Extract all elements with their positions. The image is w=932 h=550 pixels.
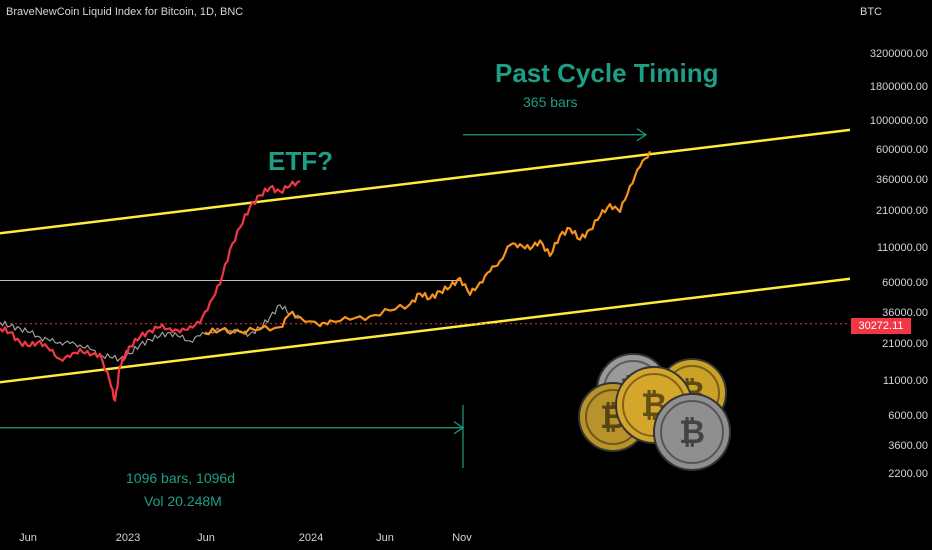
time-tick: Jun xyxy=(197,532,215,544)
time-tick: Jun xyxy=(376,532,394,544)
price-tick: 360000.00 xyxy=(876,173,928,186)
price-tick: 21000.00 xyxy=(882,337,928,350)
price-tick: 600000.00 xyxy=(876,144,928,157)
channel-upper-line xyxy=(0,128,851,235)
bitcoin-coins-image: ₿₿₿₿₿ xyxy=(578,353,731,471)
price-tick: 2200.00 xyxy=(888,468,928,481)
price-tick: 1800000.00 xyxy=(869,80,928,93)
price-tick: 36000.00 xyxy=(882,306,928,319)
bars-1096-label: 1096 bars, 1096d xyxy=(126,470,235,486)
previous-cycle-series xyxy=(0,304,301,362)
price-tick: 1000000.00 xyxy=(869,114,928,127)
price-tick: 210000.00 xyxy=(876,204,928,217)
price-tick: 3600.00 xyxy=(888,439,928,452)
past-cycle-annotation[interactable]: Past Cycle Timing xyxy=(495,58,719,88)
time-tick: Jun xyxy=(19,532,37,544)
current-price-label: 30272.11 xyxy=(851,318,911,334)
measure-tools xyxy=(0,128,648,468)
coin-symbol-4: ₿ xyxy=(679,413,705,451)
time-tick: 2023 xyxy=(115,532,141,544)
measure-arrowhead-1 xyxy=(636,128,648,142)
price-channel xyxy=(0,128,851,384)
time-tick: 2024 xyxy=(298,532,324,544)
etf-annotation[interactable]: ETF? xyxy=(268,146,333,176)
current-cycle-series xyxy=(0,179,301,402)
coin-ring-4 xyxy=(660,400,724,464)
coin-4 xyxy=(653,393,731,471)
volume-label: Vol 20.248M xyxy=(144,493,222,509)
price-tick: 6000.00 xyxy=(888,410,928,423)
cycle-projection-series xyxy=(204,150,652,336)
time-tick: Nov xyxy=(452,532,472,544)
chart-title: BraveNewCoin Liquid Index for Bitcoin, 1… xyxy=(6,6,244,18)
horizontal-level xyxy=(0,280,850,325)
price-tick: 60000.00 xyxy=(882,277,928,290)
bars-365-label: 365 bars xyxy=(523,94,578,110)
channel-lower-line xyxy=(0,277,851,384)
price-tick: 11000.00 xyxy=(882,375,928,388)
price-series xyxy=(0,150,652,402)
price-tick: 3200000.00 xyxy=(869,47,928,60)
price-tick: 110000.00 xyxy=(876,242,928,255)
price-axis-unit: BTC xyxy=(860,6,882,18)
